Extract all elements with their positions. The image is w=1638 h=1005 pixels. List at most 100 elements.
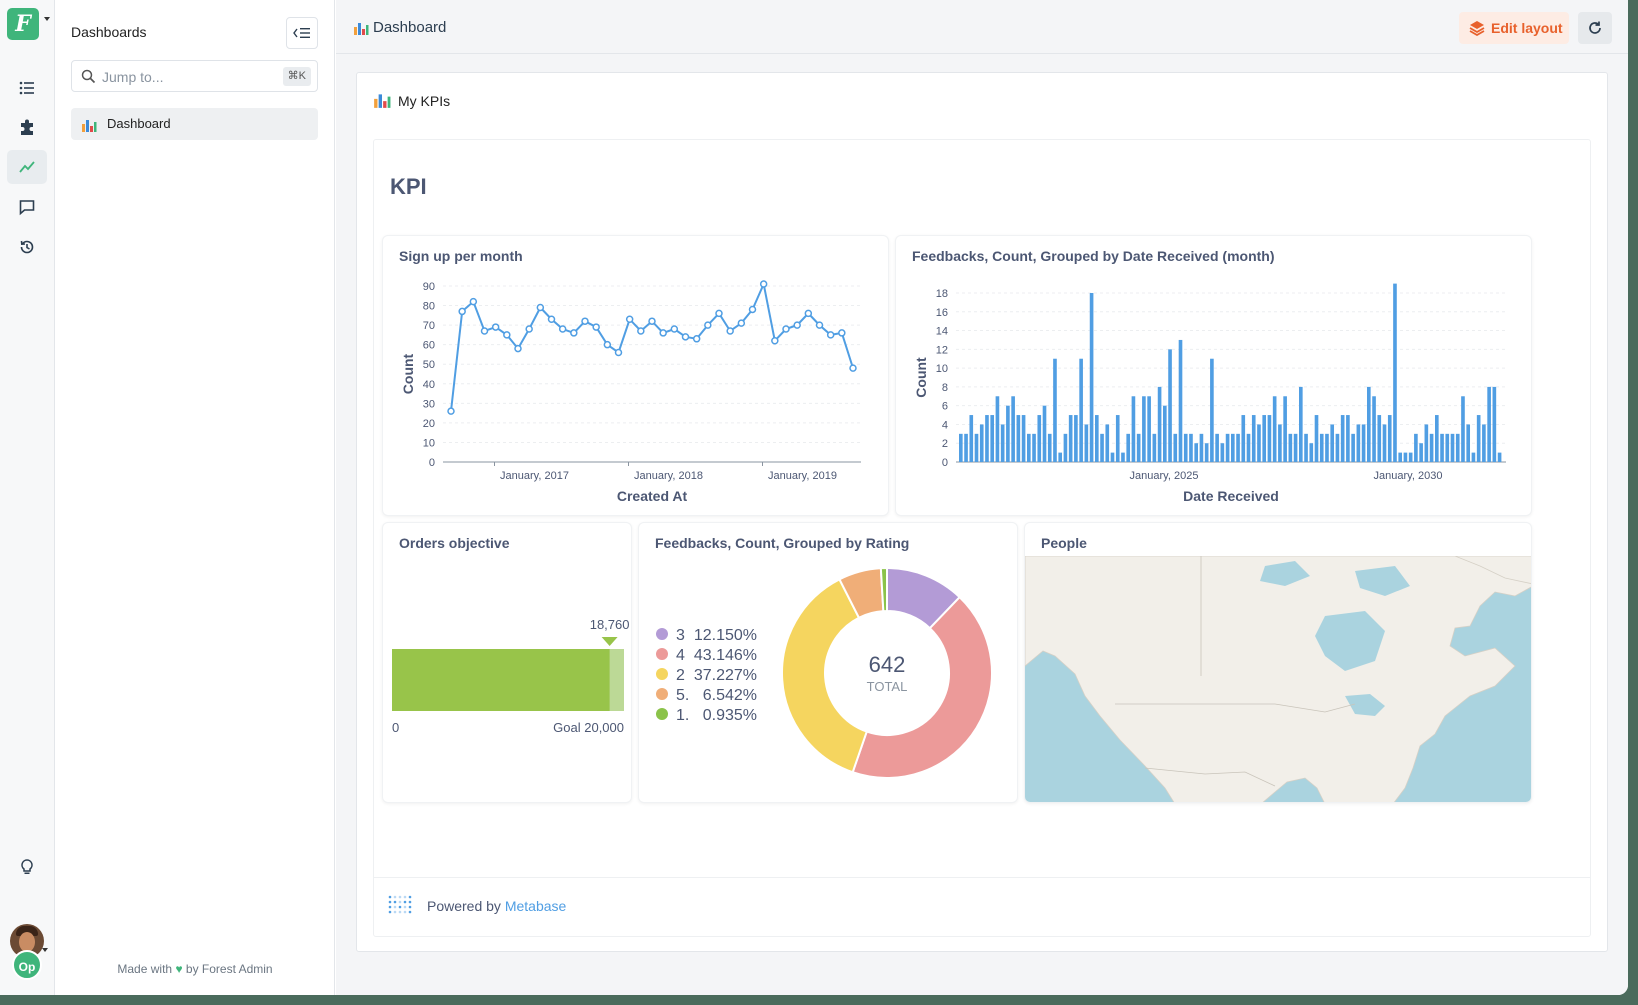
bar (1157, 386, 1162, 462)
bar (1189, 433, 1193, 462)
y-tick-label: 10 (936, 363, 948, 375)
bar (1393, 283, 1397, 462)
signup-chart-card[interactable]: Sign up per month 0 10 20 30 40 50 60 70 80 90 Jan… (382, 235, 889, 516)
metabase-embed: KPI Sign up per month 0 10 20 30 40 50 60 70 80 9… (373, 139, 1591, 937)
orders-objective-card[interactable]: Orders objective 18,760 0 Goal 20,000 (382, 522, 632, 803)
y-tick-label: 12 (936, 344, 948, 356)
layers-icon (1469, 21, 1485, 36)
bar (1152, 433, 1157, 462)
bar (1115, 415, 1120, 462)
bar-chart-icon (374, 94, 391, 108)
bar (1450, 433, 1455, 462)
metabase-link[interactable]: Metabase (504, 898, 567, 914)
project-badge[interactable]: Op (12, 950, 42, 980)
y-tick-label: 50 (423, 359, 435, 371)
data-point (614, 348, 623, 357)
data-point (726, 327, 734, 335)
y-tick-label: 70 (423, 320, 435, 332)
powered-by: Powered by Metabase (427, 898, 566, 914)
history-icon[interactable] (7, 230, 47, 264)
pie-slice (851, 595, 994, 779)
y-tick-label: 6 (942, 401, 948, 413)
icon-rail: F Op (0, 0, 55, 995)
bar (1356, 424, 1361, 462)
legend-key: 1. (676, 707, 689, 724)
data-point (570, 329, 578, 337)
logo-caret-icon[interactable] (44, 17, 50, 21)
progress-bar-chart: 18,760 0 Goal 20,000 (392, 617, 629, 735)
bar (1047, 433, 1052, 462)
bar (959, 433, 963, 462)
series-line (450, 280, 854, 412)
search-shortcut: ⌘K (282, 67, 311, 86)
data-point (480, 327, 489, 335)
feedbacks-rating-card[interactable]: Feedbacks, Count, Grouped by Rating 642 T… (638, 522, 1018, 803)
collapse-icon (293, 28, 310, 38)
map-border-us-mexico (1144, 767, 1276, 787)
data-point (804, 309, 813, 318)
bar (1241, 415, 1246, 462)
y-tick-label: 8 (942, 382, 948, 394)
data-point (838, 329, 846, 337)
bar (985, 415, 989, 462)
y-tick-label: 20 (423, 418, 435, 430)
collapse-sidebar-button[interactable] (286, 17, 318, 49)
bar (1382, 424, 1387, 462)
forest-logo[interactable]: F (7, 8, 39, 40)
people-map[interactable] (1025, 556, 1532, 803)
bar (1246, 433, 1251, 462)
bar (1000, 424, 1005, 462)
puzzle-icon[interactable] (7, 110, 47, 144)
y-tick-label: 4 (942, 419, 948, 431)
progress-fill (392, 649, 610, 711)
progress-marker (601, 637, 618, 646)
list-icon[interactable] (7, 71, 47, 105)
x-tick-label: January, 2025 (1130, 470, 1199, 482)
sidebar-item-dashboard[interactable]: Dashboard (71, 108, 318, 140)
map-island-arctic-2 (1355, 566, 1410, 596)
bar (1429, 433, 1434, 462)
bar (1314, 415, 1319, 462)
bar (1335, 433, 1340, 462)
bar (969, 415, 974, 462)
bar (1471, 452, 1476, 462)
bar (1424, 424, 1429, 462)
bar (1236, 433, 1240, 462)
bar (1476, 415, 1481, 462)
bar (1011, 396, 1015, 462)
edit-layout-button[interactable]: Edit layout (1459, 12, 1569, 44)
data-point (469, 297, 478, 306)
bar (1068, 415, 1073, 462)
y-tick-label: 90 (423, 281, 435, 293)
bar (1340, 415, 1345, 462)
bar (1131, 396, 1136, 462)
bar (1053, 358, 1057, 462)
jump-to-search[interactable]: ⌘K (71, 60, 318, 92)
chat-icon[interactable] (7, 190, 47, 224)
data-point (637, 327, 645, 335)
map-lake-great-lakes (1345, 694, 1385, 716)
data-point (536, 303, 545, 312)
data-point (447, 407, 455, 415)
chart-line-icon[interactable] (7, 150, 47, 184)
bar (964, 433, 968, 462)
refresh-button[interactable] (1578, 12, 1612, 44)
people-map-card[interactable]: People (1024, 522, 1532, 803)
lightbulb-icon[interactable] (7, 850, 47, 884)
made-with-footer: Made with ♥ by Forest Admin (55, 962, 335, 976)
x-tick-label: January, 2030 (1374, 470, 1443, 482)
data-point (715, 309, 723, 318)
data-point (592, 323, 600, 331)
bar (1414, 433, 1418, 462)
panel-heading: My KPIs (398, 93, 451, 109)
footer-divider (374, 877, 1590, 878)
legend-dot (656, 708, 668, 720)
bar (1346, 415, 1350, 462)
project-caret-icon[interactable] (42, 948, 48, 952)
feedbacks-date-chart-card[interactable]: Feedbacks, Count, Grouped by Date Receiv… (895, 235, 1532, 516)
search-input[interactable] (102, 67, 262, 87)
y-axis-title: Count (400, 353, 416, 394)
data-point (458, 307, 466, 316)
legend-value: 6.542% (703, 687, 757, 704)
data-point (491, 323, 500, 331)
